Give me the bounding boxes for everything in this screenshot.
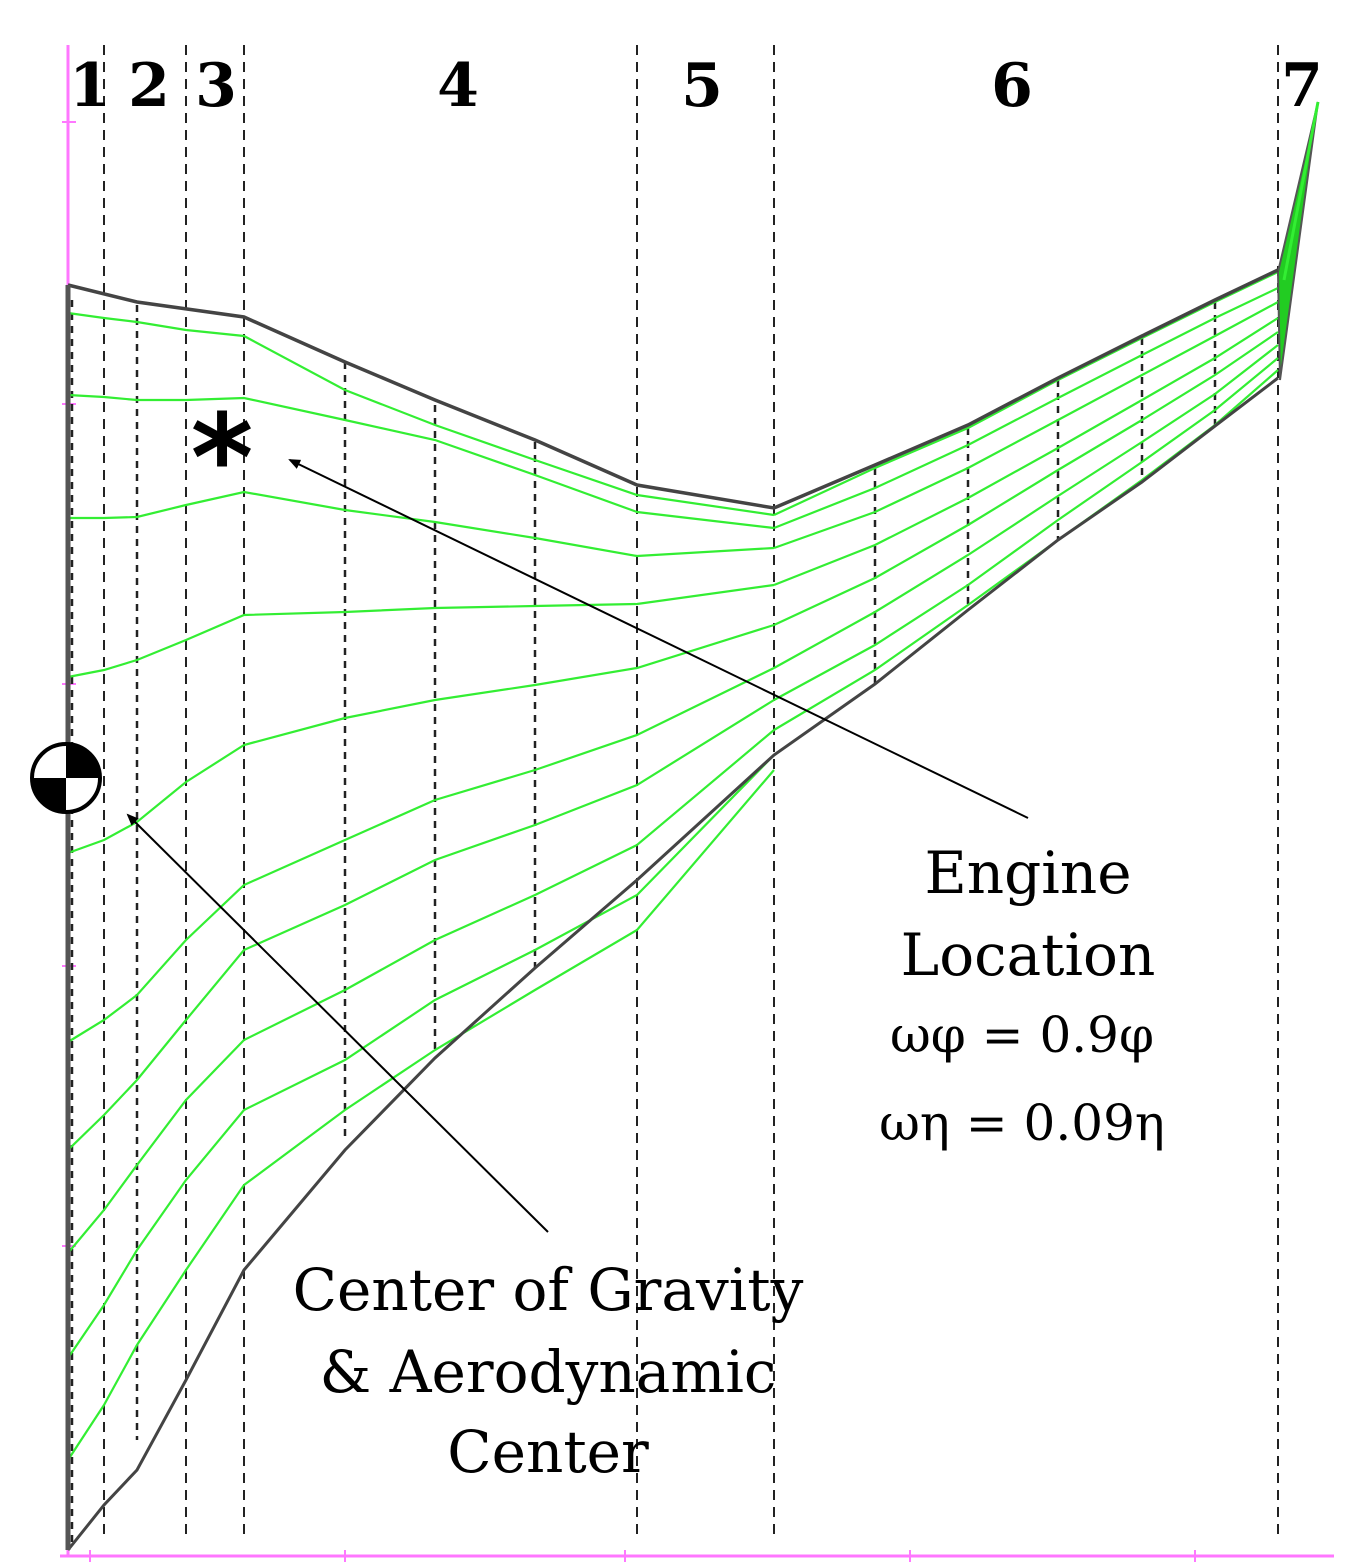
- engine-label-line1: Engine: [924, 839, 1131, 907]
- wingtip-section: [1276, 101, 1319, 381]
- section-label-6: 6: [991, 51, 1033, 121]
- center-of-gravity-icon: [30, 742, 102, 814]
- cg-annotation: Center of Gravity & Aerodynamic Center: [293, 1256, 804, 1486]
- section-label-2: 2: [128, 51, 170, 121]
- engine-label-line2: Location: [901, 921, 1156, 989]
- omega-phi-equation: ωφ = 0.9φ: [890, 1006, 1154, 1064]
- omega-eta-equation: ωη = 0.09η: [879, 1094, 1165, 1152]
- mesh-lines: [67, 271, 1279, 1461]
- section-label-7: 7: [1281, 51, 1323, 121]
- cg-label-line2: & Aerodynamic: [320, 1338, 777, 1406]
- section-label-4: 4: [437, 51, 479, 121]
- section-label-1: 1: [69, 51, 111, 121]
- engine-annotation: Engine Location ωφ = 0.9φ ωη = 0.09η: [879, 839, 1165, 1152]
- section-labels: 1 2 3 4 5 6 7: [69, 51, 1323, 121]
- engine-arrow: [288, 459, 1029, 819]
- leading-edge-outline: [67, 268, 1279, 510]
- cg-arrow: [126, 813, 549, 1233]
- section-label-5: 5: [681, 51, 723, 121]
- engine-marker-icon: *: [191, 390, 254, 529]
- cg-label-line3: Center: [447, 1418, 649, 1486]
- section-boundaries: [103, 45, 1279, 1535]
- cg-label-line1: Center of Gravity: [293, 1256, 804, 1324]
- section-label-3: 3: [195, 51, 237, 121]
- wingtip-edge: [1282, 101, 1320, 281]
- trailing-edge-outline: [66, 376, 1279, 1551]
